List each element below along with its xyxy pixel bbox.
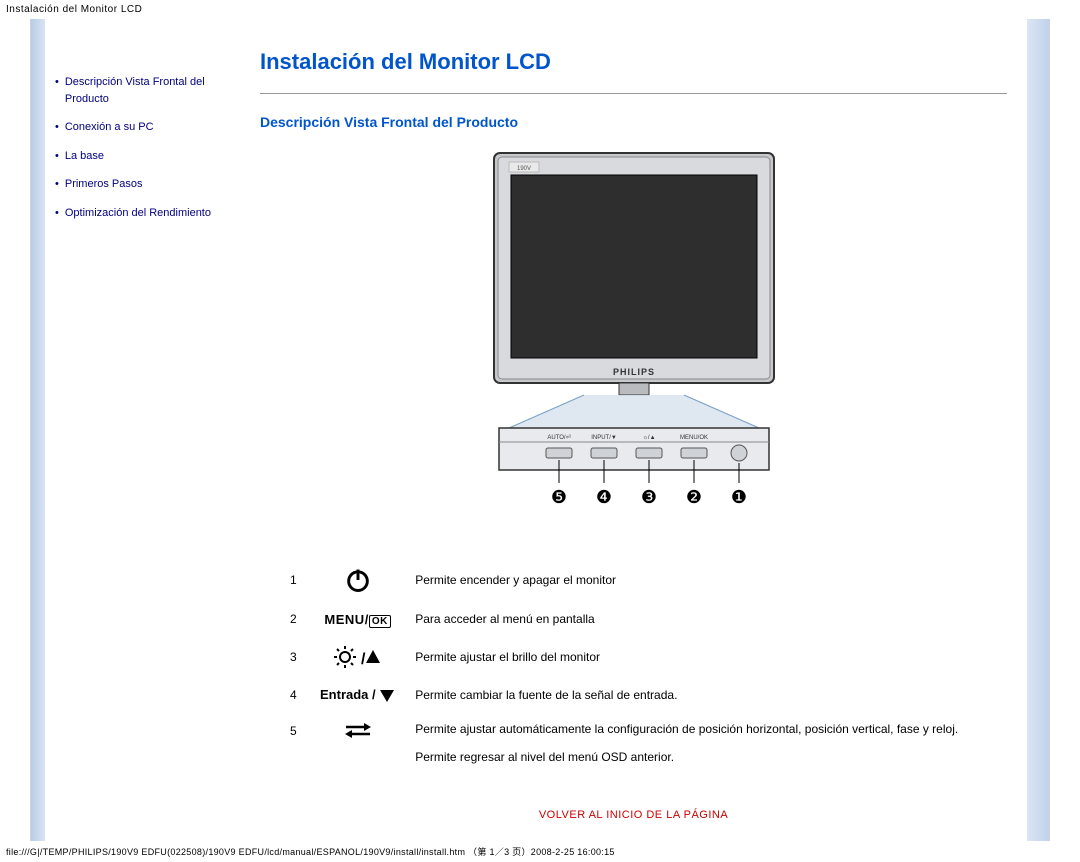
table-row: 1 Permite encender y apagar el monitor: [280, 558, 968, 602]
separator: [260, 93, 1007, 94]
svg-text:MENU/OK: MENU/OK: [679, 435, 707, 441]
right-stripe: [1027, 19, 1049, 841]
menu-icon: MENU/OK: [310, 602, 405, 636]
row-number: 5: [280, 712, 310, 774]
row-desc: Permite cambiar la fuente de la señal de…: [405, 678, 968, 712]
auto-icon: [310, 712, 405, 774]
row-desc: Permite ajustar automáticamente la confi…: [405, 712, 968, 774]
footer-path: file:///G|/TEMP/PHILIPS/190V9 EDFU(02250…: [0, 841, 1080, 862]
monitor-illustration: 190V PHILIPS AUTO/⏎ INPUT/▼ ☼/▲ MENU/OK: [260, 148, 1007, 538]
svg-text:❸: ❸: [640, 487, 656, 507]
bullet-icon: •: [55, 205, 59, 222]
row-number: 3: [280, 636, 310, 678]
svg-text:PHILIPS: PHILIPS: [612, 367, 654, 377]
section-title: Descripción Vista Frontal del Producto: [260, 114, 1007, 130]
sidebar-link[interactable]: Conexión a su PC: [65, 119, 154, 136]
sidebar-link[interactable]: La base: [65, 148, 104, 165]
back-to-top-link[interactable]: VOLVER AL INICIO DE LA PÁGINA: [539, 809, 728, 821]
bullet-icon: •: [55, 74, 59, 91]
sidebar-link[interactable]: Optimización del Rendimiento: [65, 205, 211, 222]
svg-text:190V: 190V: [516, 166, 530, 172]
bullet-icon: •: [55, 176, 59, 193]
monitor-svg: 190V PHILIPS AUTO/⏎ INPUT/▼ ☼/▲ MENU/OK: [454, 148, 814, 538]
row-desc: Para acceder al menú en pantalla: [405, 602, 968, 636]
table-row: 5 Permite ajustar automáticamente la con…: [280, 712, 968, 774]
sidebar-item-descripcion[interactable]: • Descripción Vista Frontal del Producto: [55, 74, 230, 107]
sidebar-link[interactable]: Primeros Pasos: [65, 176, 143, 193]
sidebar-item-optimizacion[interactable]: • Optimización del Rendimiento: [55, 205, 230, 222]
sidebar-item-conexion[interactable]: • Conexión a su PC: [55, 119, 230, 136]
button-legend-table: 1 Permite encender y apagar el monitor 2…: [280, 558, 968, 774]
bullet-icon: •: [55, 148, 59, 165]
sidebar-item-base[interactable]: • La base: [55, 148, 230, 165]
sidebar-item-primeros[interactable]: • Primeros Pasos: [55, 176, 230, 193]
row-desc: Permite encender y apagar el monitor: [405, 558, 968, 602]
sidebar: •Descripción Vista Frontal del Producto …: [45, 19, 240, 841]
page-wrap: •Descripción Vista Frontal del Producto …: [30, 19, 1050, 841]
svg-text:❺: ❺: [550, 487, 566, 507]
extra-desc: Permite regresar al nivel del menú OSD a…: [415, 748, 958, 766]
svg-text:❷: ❷: [685, 487, 701, 507]
table-row: 3 /: [280, 636, 968, 678]
page-title: Instalación del Monitor LCD: [260, 49, 1007, 75]
main-content: Instalación del Monitor LCD Descripción …: [240, 19, 1027, 841]
left-stripe: [31, 19, 45, 841]
input-icon: Entrada /: [310, 678, 405, 712]
svg-text:/: /: [361, 651, 366, 668]
brightness-icon: /: [310, 636, 405, 678]
row-number: 2: [280, 602, 310, 636]
table-row: 4 Entrada / Permite cambiar la fuente de…: [280, 678, 968, 712]
svg-text:☼/▲: ☼/▲: [642, 435, 655, 441]
sidebar-link[interactable]: Descripción Vista Frontal del Producto: [65, 74, 230, 107]
power-icon: [310, 558, 405, 602]
table-row: 2 MENU/OK Para acceder al menú en pantal…: [280, 602, 968, 636]
back-to-top: VOLVER AL INICIO DE LA PÁGINA: [260, 809, 1007, 821]
svg-text:❹: ❹: [595, 487, 611, 507]
bullet-icon: •: [55, 119, 59, 136]
page-header-small: Instalación del Monitor LCD: [0, 0, 1080, 19]
svg-text:INPUT/▼: INPUT/▼: [591, 435, 617, 441]
svg-text:❶: ❶: [730, 487, 746, 507]
row-number: 4: [280, 678, 310, 712]
row-number: 1: [280, 558, 310, 602]
svg-text:AUTO/⏎: AUTO/⏎: [547, 434, 570, 441]
row-desc: Permite ajustar el brillo del monitor: [405, 636, 968, 678]
